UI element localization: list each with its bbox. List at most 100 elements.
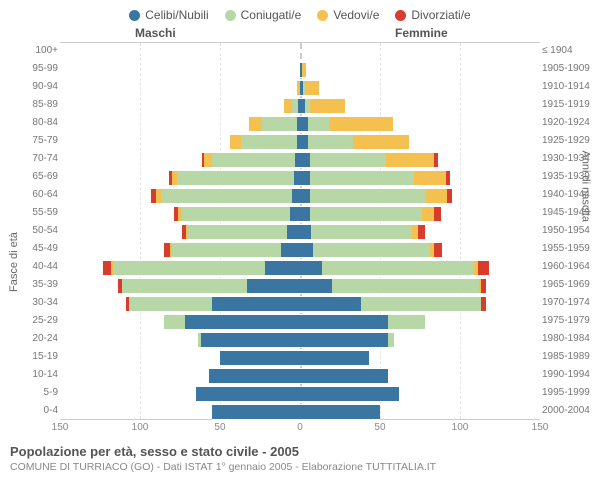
birth-year-label: 1925-1929 — [542, 132, 598, 150]
age-label: 10-14 — [2, 366, 58, 384]
bar-segment — [212, 404, 300, 420]
legend-item: Coniugati/e — [225, 8, 302, 22]
bar-segment — [302, 62, 307, 78]
female-bar — [300, 188, 540, 204]
pyramid-row — [60, 205, 540, 223]
bar-segment — [247, 278, 300, 294]
x-tick-label: 150 — [52, 422, 69, 433]
legend-item: Celibi/Nubili — [129, 8, 208, 22]
bar-segment — [481, 296, 486, 312]
age-label: 80-84 — [2, 114, 58, 132]
pyramid-row — [60, 43, 540, 61]
female-bar — [300, 314, 540, 330]
age-label: 40-44 — [2, 258, 58, 276]
birth-year-label: 1965-1969 — [542, 276, 598, 294]
bar-segment — [220, 350, 300, 366]
male-bar — [60, 260, 300, 276]
age-label: 25-29 — [2, 312, 58, 330]
bar-segment — [300, 242, 313, 258]
legend-item: Vedovi/e — [317, 8, 379, 22]
bar-segment — [188, 224, 287, 240]
legend-label: Vedovi/e — [333, 8, 379, 22]
birth-year-label: 2000-2004 — [542, 402, 598, 420]
age-label: 35-39 — [2, 276, 58, 294]
male-bar — [60, 314, 300, 330]
bar-segment — [300, 224, 311, 240]
population-pyramid-chart: Celibi/Nubili Coniugati/e Vedovi/e Divorzia… — [0, 0, 600, 500]
column-headers: Maschi Femmine — [0, 26, 600, 42]
birth-year-label: 1980-1984 — [542, 330, 598, 348]
bar-segment — [308, 134, 353, 150]
bar-segment — [447, 188, 452, 204]
age-label: 45-49 — [2, 240, 58, 258]
female-bar — [300, 350, 540, 366]
age-label: 50-54 — [2, 222, 58, 240]
bar-segment — [300, 314, 388, 330]
bar-segment — [161, 188, 292, 204]
bar-segment — [414, 170, 446, 186]
bar-segment — [209, 368, 300, 384]
x-tick-label: 50 — [374, 422, 385, 433]
pyramid-row — [60, 187, 540, 205]
male-bar — [60, 296, 300, 312]
bar-segment — [164, 314, 185, 330]
birth-year-label: ≤ 1904 — [542, 42, 598, 60]
age-label: 5-9 — [2, 384, 58, 402]
bar-segment — [300, 386, 399, 402]
legend-label: Divorziati/e — [411, 8, 470, 22]
legend: Celibi/Nubili Coniugati/e Vedovi/e Divorzia… — [0, 0, 600, 26]
female-bar — [300, 332, 540, 348]
female-bar — [300, 404, 540, 420]
age-label: 55-59 — [2, 204, 58, 222]
female-bar — [300, 242, 540, 258]
age-label: 60-64 — [2, 186, 58, 204]
age-label: 95-99 — [2, 60, 58, 78]
male-bar — [60, 116, 300, 132]
bar-segment — [300, 170, 310, 186]
header-female: Femmine — [395, 26, 448, 40]
bar-segment — [196, 386, 300, 402]
bar-segment — [182, 206, 291, 222]
chart-subtitle: COMUNE DI TURRIACO (GO) - Dati ISTAT 1° … — [10, 461, 590, 473]
bar-segment — [446, 170, 451, 186]
bar-segment — [249, 116, 262, 132]
female-bar — [300, 296, 540, 312]
pyramid-row — [60, 151, 540, 169]
age-label: 20-24 — [2, 330, 58, 348]
male-bar — [60, 404, 300, 420]
birth-year-label: 1975-1979 — [542, 312, 598, 330]
bar-segment — [353, 134, 409, 150]
bar-segment — [332, 278, 479, 294]
bar-segment — [300, 116, 308, 132]
birth-year-label: 1945-1949 — [542, 204, 598, 222]
bar-segment — [308, 116, 329, 132]
bar-segment — [310, 206, 422, 222]
birth-year-label: 1970-1974 — [542, 294, 598, 312]
bar-segment — [300, 332, 388, 348]
pyramid-row — [60, 169, 540, 187]
female-bar — [300, 134, 540, 150]
pyramid-row — [60, 133, 540, 151]
female-bar — [300, 260, 540, 276]
female-bar — [300, 152, 540, 168]
age-label: 0-4 — [2, 402, 58, 420]
pyramid-row — [60, 97, 540, 115]
bar-segment — [481, 278, 486, 294]
legend-swatch — [395, 10, 406, 21]
pyramid-row — [60, 403, 540, 421]
bar-segment — [300, 206, 310, 222]
bar-segment — [300, 350, 369, 366]
female-bar — [300, 170, 540, 186]
female-bar — [300, 116, 540, 132]
bar-segment — [122, 278, 247, 294]
legend-item: Divorziati/e — [395, 8, 470, 22]
bar-segment — [300, 152, 310, 168]
male-bar — [60, 278, 300, 294]
pyramid-row — [60, 295, 540, 313]
bar-segment — [284, 98, 292, 114]
male-bar — [60, 350, 300, 366]
bar-segment — [300, 296, 361, 312]
x-tick-label: 50 — [214, 422, 225, 433]
bar-segment — [287, 224, 300, 240]
bar-segment — [241, 134, 297, 150]
